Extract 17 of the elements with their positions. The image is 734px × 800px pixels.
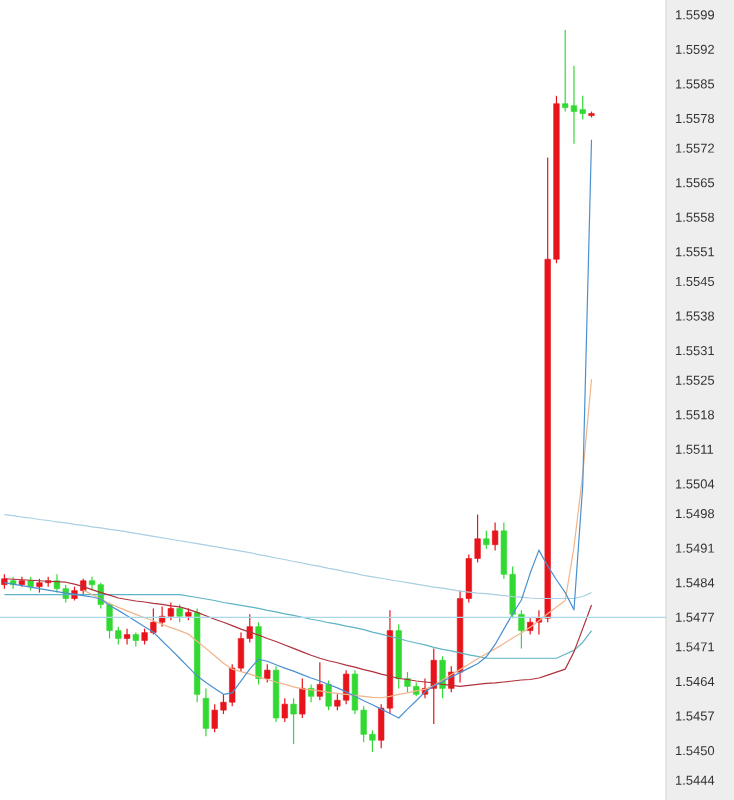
candlestick bbox=[579, 95, 586, 121]
candlestick bbox=[430, 647, 437, 725]
candlestick bbox=[570, 65, 578, 145]
candlestick bbox=[159, 605, 166, 628]
candlestick bbox=[264, 663, 271, 684]
candlestick bbox=[290, 697, 297, 745]
candlestick bbox=[492, 521, 499, 552]
candlestick bbox=[562, 29, 569, 113]
candlestick bbox=[272, 665, 280, 723]
candlestick bbox=[395, 623, 402, 689]
candlestick bbox=[281, 697, 288, 723]
candlestick bbox=[202, 687, 210, 737]
candlestick bbox=[325, 679, 332, 711]
candlestick bbox=[316, 661, 323, 701]
candlestick bbox=[53, 573, 61, 594]
candlestick bbox=[123, 628, 131, 646]
candlestick bbox=[299, 677, 306, 719]
